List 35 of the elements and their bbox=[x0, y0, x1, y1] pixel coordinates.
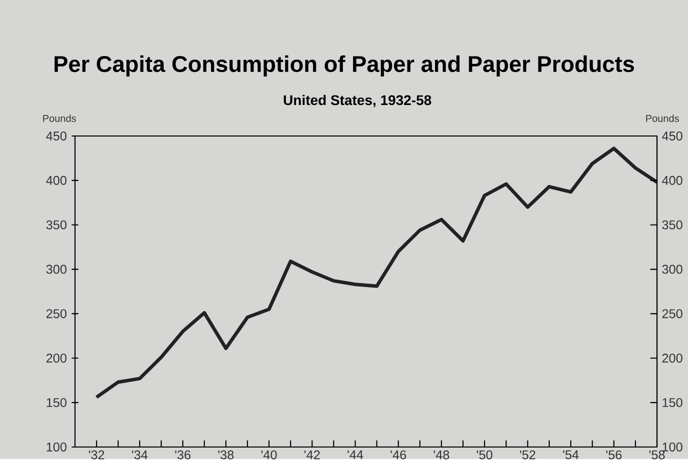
x-tick-label: '46 bbox=[390, 450, 406, 460]
y-tick-label: 350 bbox=[46, 220, 66, 230]
x-tick-label: '58 bbox=[649, 450, 665, 460]
x-tick-label: '56 bbox=[606, 450, 622, 460]
y2-tick-label: 350 bbox=[662, 220, 682, 230]
chart-title: Per Capita Consumption of Paper and Paper Products bbox=[54, 56, 634, 77]
x-tick-label: '32 bbox=[88, 450, 104, 460]
line-series bbox=[94, 146, 657, 400]
y2-tick-label: 100 bbox=[662, 442, 682, 452]
y2-tick-label: 250 bbox=[662, 309, 682, 318]
x-tick-label: '38 bbox=[218, 450, 234, 460]
y2-tick-label: 300 bbox=[662, 264, 682, 274]
y-tick-label: 150 bbox=[46, 398, 66, 408]
y2-tick-label: 150 bbox=[662, 398, 682, 408]
y-axis-title: Pounds bbox=[43, 114, 76, 122]
y-tick-label: 450 bbox=[46, 132, 66, 141]
y-tick-label: 400 bbox=[46, 176, 66, 186]
y2-tick-label: 450 bbox=[662, 132, 682, 141]
y-tick-label: 300 bbox=[46, 264, 66, 274]
x-tick-label: '52 bbox=[520, 450, 536, 460]
chart-subtitle: United States, 1932-58 bbox=[284, 94, 432, 108]
y-tick-label: 200 bbox=[46, 354, 66, 363]
y-tick-label: 250 bbox=[46, 309, 66, 318]
x-tick-label: '42 bbox=[304, 450, 320, 460]
x-tick-label: '44 bbox=[348, 450, 364, 460]
y2-tick-label: 200 bbox=[662, 354, 682, 363]
x-tick-label: '50 bbox=[476, 450, 492, 460]
x-tick-label: '34 bbox=[132, 450, 148, 460]
x-tick-label: '36 bbox=[175, 450, 190, 460]
x-tick-label: '40 bbox=[261, 450, 277, 460]
y2-tick-label: 400 bbox=[662, 176, 682, 186]
x-tick-label: '48 bbox=[434, 450, 450, 460]
y-tick-label: 100 bbox=[46, 442, 66, 452]
x-tick-label: '54 bbox=[563, 450, 579, 460]
y2-axis-title: Pounds bbox=[646, 114, 679, 122]
